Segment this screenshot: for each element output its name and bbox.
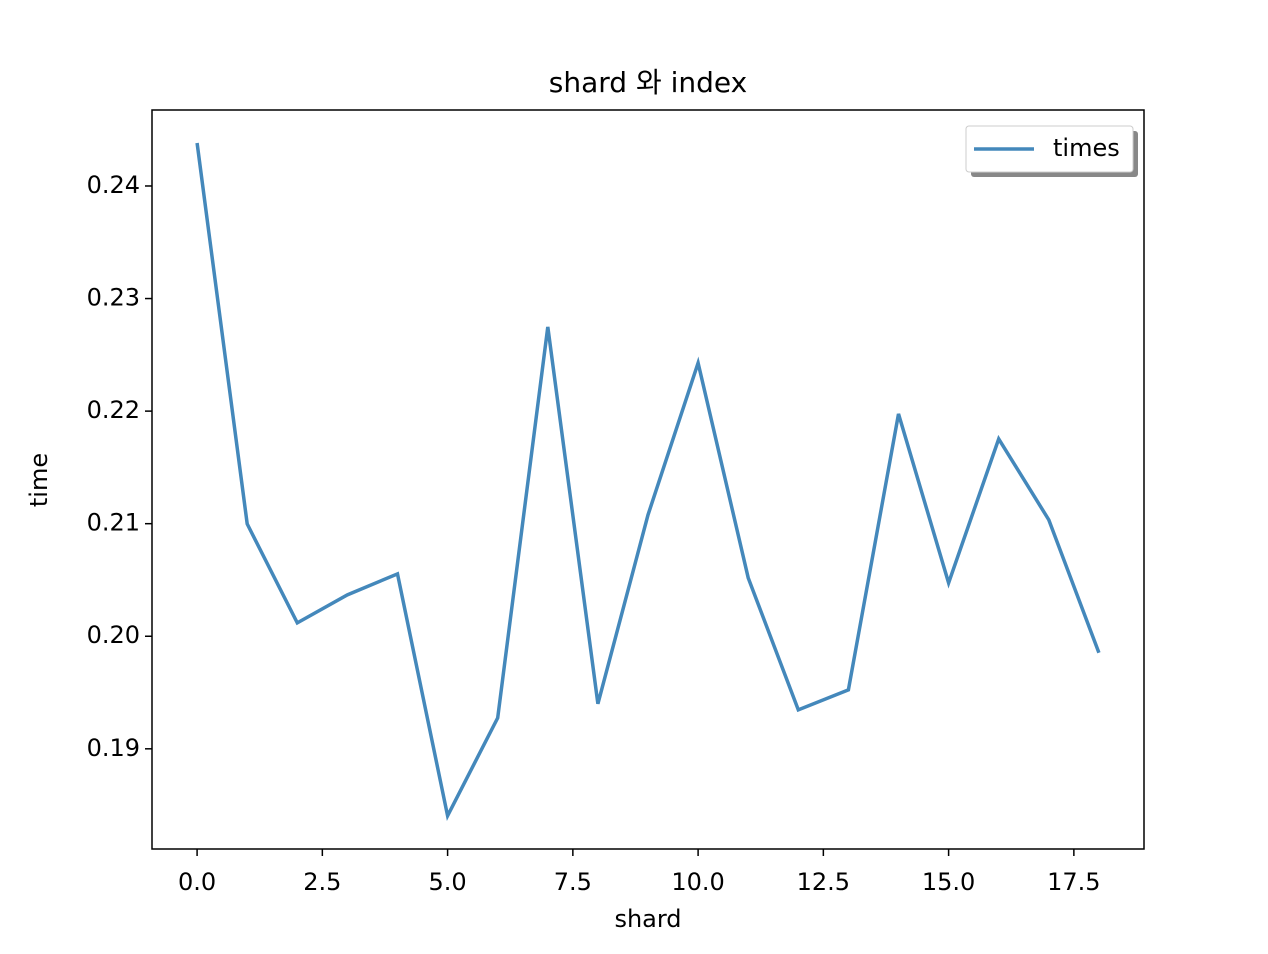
plot-frame bbox=[151, 109, 1145, 850]
x-tick-label: 15.0 bbox=[922, 868, 975, 896]
x-axis-label: shard bbox=[614, 905, 681, 933]
y-axis-label: time bbox=[25, 453, 53, 507]
y-tick-label: 0.19 bbox=[87, 734, 140, 762]
data-line bbox=[195, 142, 1101, 822]
y-tick-label: 0.23 bbox=[87, 284, 140, 312]
x-tick-label: 7.5 bbox=[554, 868, 592, 896]
x-tick-label: 12.5 bbox=[797, 868, 850, 896]
y-tick-label: 0.20 bbox=[87, 621, 140, 649]
y-tick-label: 0.21 bbox=[87, 509, 140, 537]
y-tick-label: 0.22 bbox=[87, 396, 140, 424]
x-tick-label: 5.0 bbox=[429, 868, 467, 896]
y-tick-label: 0.24 bbox=[87, 171, 140, 199]
legend-box bbox=[965, 125, 1134, 173]
chart-title: shard 와 index bbox=[549, 66, 747, 99]
x-tick-label: 0.0 bbox=[178, 868, 216, 896]
x-tick-label: 10.0 bbox=[671, 868, 724, 896]
legend-label: times bbox=[1053, 134, 1120, 162]
x-tick-label: 17.5 bbox=[1047, 868, 1100, 896]
x-tick-label: 2.5 bbox=[303, 868, 341, 896]
